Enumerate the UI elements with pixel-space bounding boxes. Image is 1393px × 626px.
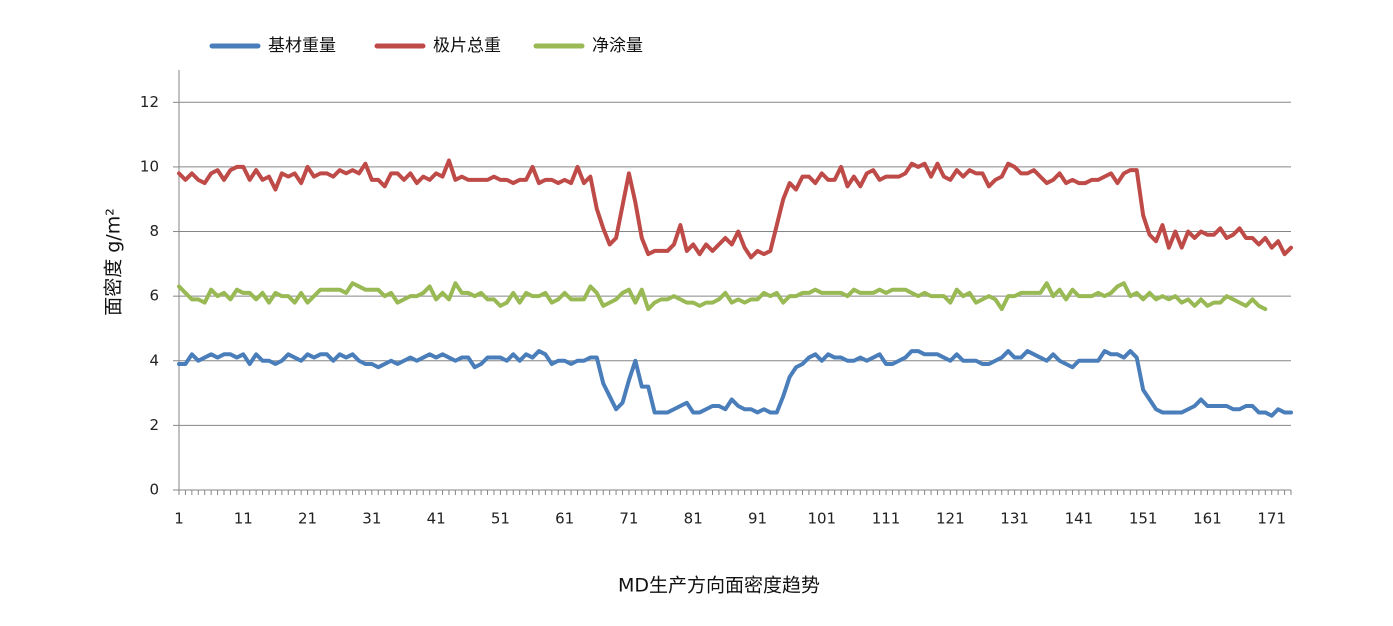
series-lines xyxy=(177,158,1293,418)
y-tick-label: 8 xyxy=(149,222,159,240)
x-tick-label: 31 xyxy=(362,510,381,528)
axes xyxy=(178,70,1291,491)
x-tick-label: 11 xyxy=(234,510,253,528)
y-tick-label: 4 xyxy=(149,351,159,369)
x-tick-label: 161 xyxy=(1193,510,1222,528)
x-tick-labels: 1 11 21 31 41 51 61 71 81 91 101 111 121 131 141 151 161… xyxy=(174,490,1292,528)
y-axis-title: 面密度 g/m² xyxy=(103,208,125,316)
x-tick-label: 51 xyxy=(491,510,510,528)
legend-label-3: 净涂量 xyxy=(592,36,643,56)
x-tick-label: 131 xyxy=(1000,510,1029,528)
x-tick-label: 101 xyxy=(807,510,836,528)
y-tick-label: 6 xyxy=(149,287,159,305)
x-tick-label: 121 xyxy=(936,510,965,528)
x-tick-label: 171 xyxy=(1257,510,1286,528)
series-line-3 xyxy=(177,281,1268,312)
series-line-2 xyxy=(177,158,1293,260)
x-axis-title: MD生产方向面密度趋势 xyxy=(618,575,820,597)
legend-label-1: 基材重量 xyxy=(268,36,336,56)
x-tick-label: 91 xyxy=(748,510,767,528)
x-tick-label: 1 xyxy=(174,510,184,528)
x-tick-label: 151 xyxy=(1129,510,1158,528)
gridlines xyxy=(179,101,1291,426)
x-tick-label: 141 xyxy=(1065,510,1094,528)
x-tick-label: 61 xyxy=(555,510,574,528)
y-tick-label: 10 xyxy=(140,157,159,175)
y-tick-labels: 0 2 4 6 8 10 12 xyxy=(140,93,179,499)
series-line-1 xyxy=(177,349,1293,418)
y-tick-label: 12 xyxy=(140,93,159,111)
x-tick-label: 41 xyxy=(427,510,446,528)
y-tick-label: 2 xyxy=(149,416,159,434)
x-tick-label: 111 xyxy=(872,510,901,528)
x-tick-label: 81 xyxy=(684,510,703,528)
x-tick-label: 21 xyxy=(298,510,317,528)
legend-label-2: 极片总重 xyxy=(433,36,501,56)
legend: 基材重量 极片总重 净涂量 xyxy=(209,36,643,56)
x-tick-label: 71 xyxy=(619,510,638,528)
y-tick-label: 0 xyxy=(149,481,159,499)
